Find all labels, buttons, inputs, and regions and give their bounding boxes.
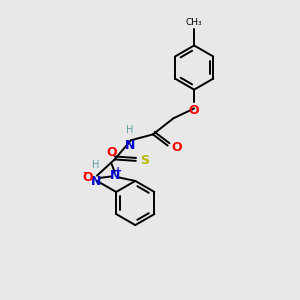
Text: ⁻: ⁻ bbox=[82, 169, 89, 182]
Text: O: O bbox=[82, 172, 93, 184]
Text: +: + bbox=[114, 166, 122, 176]
Text: N: N bbox=[110, 169, 120, 182]
Text: O: O bbox=[106, 146, 117, 159]
Text: CH₃: CH₃ bbox=[186, 18, 202, 27]
Text: O: O bbox=[172, 141, 182, 154]
Text: H: H bbox=[126, 125, 134, 135]
Text: H: H bbox=[92, 160, 100, 170]
Text: N: N bbox=[91, 175, 101, 188]
Text: S: S bbox=[140, 154, 149, 167]
Text: N: N bbox=[124, 140, 135, 152]
Text: O: O bbox=[189, 104, 200, 117]
